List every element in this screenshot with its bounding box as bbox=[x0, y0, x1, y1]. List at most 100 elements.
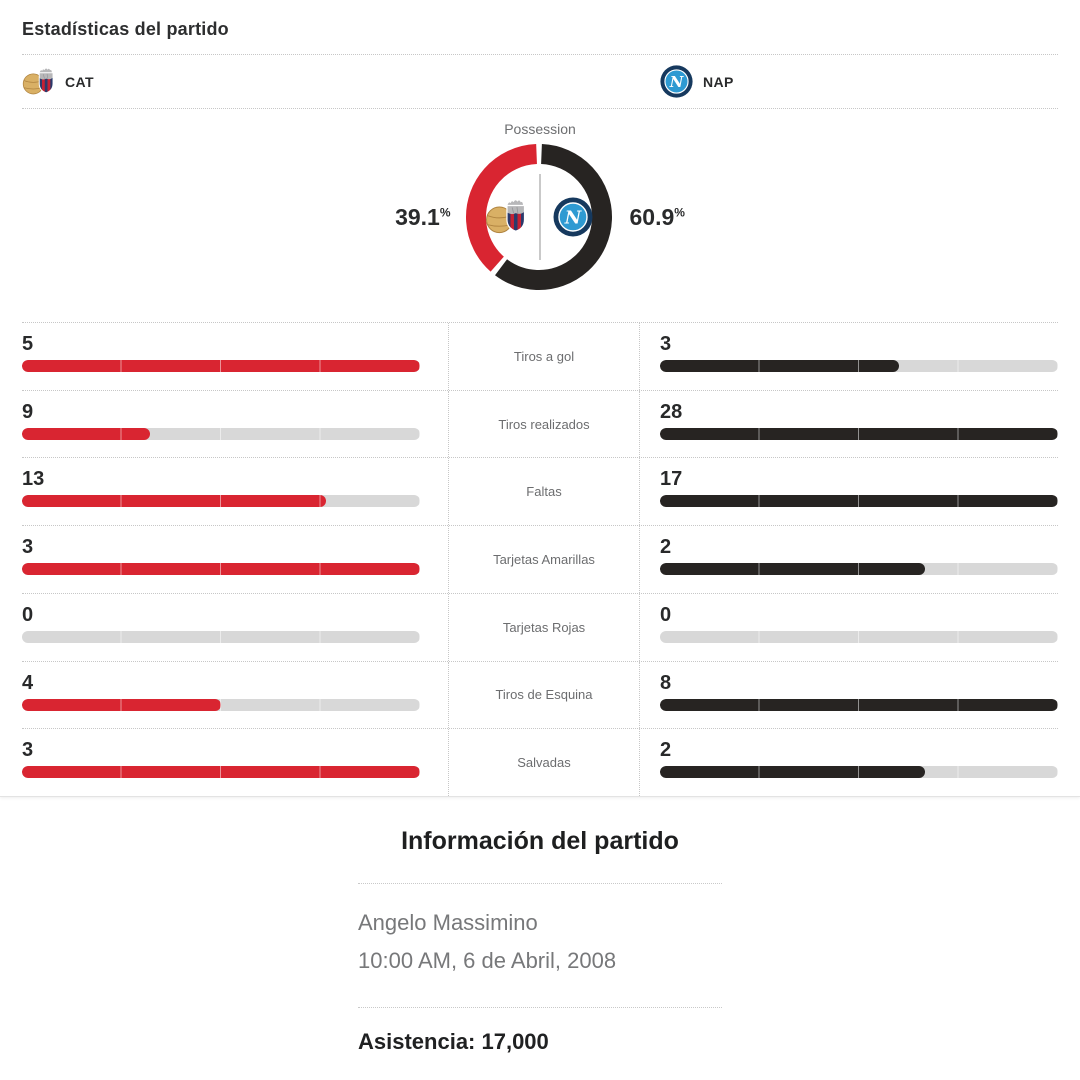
home-stat-cell: 4 bbox=[22, 662, 420, 729]
stats-table: 5 Tiros a gol 3 9 bbox=[0, 322, 1080, 797]
stat-row: 3 Tarjetas Amarillas 2 bbox=[22, 525, 1058, 593]
home-team[interactable]: CAT bbox=[22, 66, 94, 97]
info-divider-bottom bbox=[358, 1007, 722, 1008]
venue-block: Angelo Massimino 10:00 AM, 6 de Abril, 2… bbox=[358, 904, 722, 980]
stat-row: 9 Tiros realizados 28 bbox=[22, 389, 1058, 458]
away-stat-bar bbox=[660, 495, 1058, 508]
possession-donut: N bbox=[464, 142, 614, 292]
home-stat-cell: 0 bbox=[22, 594, 420, 661]
stat-label: Salvadas bbox=[448, 729, 640, 797]
napoli-crest-icon: N bbox=[660, 65, 693, 98]
stat-row: 0 Tarjetas Rojas 0 bbox=[22, 592, 1058, 661]
svg-text:N: N bbox=[563, 208, 582, 229]
home-stat-cell: 3 bbox=[22, 526, 420, 593]
away-stat-cell: 3 bbox=[660, 323, 1058, 390]
stat-row: 13 Faltas 17 bbox=[22, 457, 1058, 526]
away-team-abbr: NAP bbox=[703, 73, 734, 90]
stat-label: Faltas bbox=[448, 458, 640, 526]
stat-row: 4 Tiros de Esquina 8 bbox=[22, 660, 1058, 729]
match-stats-card: Estadísticas del partido CAT N NAP bbox=[0, 19, 1080, 797]
away-stat-cell: 2 bbox=[660, 729, 1058, 796]
home-stat-value: 0 bbox=[22, 603, 34, 626]
attendance: Asistencia: 17,000 bbox=[358, 1029, 549, 1054]
stat-label: Tiros de Esquina bbox=[448, 661, 640, 729]
away-stat-cell: 17 bbox=[660, 458, 1058, 525]
away-stat-value: 3 bbox=[660, 333, 672, 355]
info-divider-top bbox=[358, 883, 722, 884]
stat-label: Tarjetas Rojas bbox=[448, 593, 640, 661]
donut-center-logos: N bbox=[464, 142, 614, 292]
away-stat-value: 17 bbox=[660, 468, 683, 491]
stat-row: 3 Salvadas 2 bbox=[22, 728, 1058, 797]
away-stat-bar bbox=[660, 698, 1058, 711]
bar-quarter-ticks bbox=[22, 563, 420, 576]
home-stat-value: 9 bbox=[22, 400, 34, 423]
stat-row: 5 Tiros a gol 3 bbox=[22, 322, 1058, 390]
away-stat-bar bbox=[660, 630, 1058, 643]
stat-label: Tiros realizados bbox=[448, 390, 640, 458]
away-stat-cell: 8 bbox=[660, 662, 1058, 729]
match-info-title: Información del partido bbox=[401, 827, 679, 855]
bar-quarter-ticks bbox=[22, 698, 420, 711]
away-possession-pct: 60.9% bbox=[629, 203, 685, 230]
home-stat-cell: 13 bbox=[22, 458, 420, 525]
bar-quarter-ticks bbox=[22, 630, 420, 643]
napoli-crest-icon: N bbox=[553, 197, 593, 237]
bar-quarter-ticks bbox=[660, 563, 1058, 576]
bar-quarter-ticks bbox=[660, 630, 1058, 643]
bar-quarter-ticks bbox=[22, 495, 420, 508]
home-stat-bar bbox=[22, 766, 420, 779]
away-stat-value: 28 bbox=[660, 400, 683, 423]
catania-crest-icon bbox=[485, 197, 527, 237]
home-stat-value: 13 bbox=[22, 468, 45, 491]
away-stat-value: 8 bbox=[660, 671, 672, 694]
possession-title: Possession bbox=[504, 121, 576, 137]
away-stat-value: 2 bbox=[660, 536, 672, 559]
away-stat-cell: 2 bbox=[660, 526, 1058, 593]
match-info-box: Información del partido Angelo Massimino… bbox=[358, 827, 722, 1055]
away-stat-bar bbox=[660, 563, 1058, 576]
match-datetime: 10:00 AM, 6 de Abril, 2008 bbox=[358, 948, 617, 973]
home-stat-value: 4 bbox=[22, 671, 34, 694]
bar-quarter-ticks bbox=[660, 427, 1058, 440]
home-stat-bar bbox=[22, 630, 420, 643]
away-stat-value: 2 bbox=[660, 739, 672, 762]
center-divider bbox=[538, 174, 541, 260]
away-stat-bar bbox=[660, 766, 1058, 779]
home-stat-cell: 5 bbox=[22, 323, 420, 390]
away-stat-bar bbox=[660, 360, 1058, 372]
bar-quarter-ticks bbox=[660, 766, 1058, 779]
away-team[interactable]: N NAP bbox=[660, 65, 734, 98]
catania-crest-icon bbox=[22, 66, 55, 97]
home-stat-bar bbox=[22, 563, 420, 576]
possession-donut-row: 39.1% bbox=[395, 142, 685, 292]
home-stat-value: 5 bbox=[22, 333, 34, 355]
venue-name: Angelo Massimino bbox=[358, 910, 538, 935]
away-stat-value: 0 bbox=[660, 603, 672, 626]
bar-quarter-ticks bbox=[22, 427, 420, 440]
home-possession-pct: 39.1% bbox=[395, 203, 451, 230]
match-info-section: Información del partido Angelo Massimino… bbox=[0, 797, 1080, 1080]
home-stat-bar bbox=[22, 360, 420, 372]
stat-label: Tarjetas Amarillas bbox=[448, 526, 640, 593]
stats-title: Estadísticas del partido bbox=[22, 19, 229, 39]
home-stat-value: 3 bbox=[22, 536, 34, 559]
bar-quarter-ticks bbox=[660, 360, 1058, 372]
away-stat-cell: 28 bbox=[660, 391, 1058, 458]
possession-section: Possession 39.1% bbox=[0, 109, 1080, 322]
away-stat-cell: 0 bbox=[660, 594, 1058, 661]
home-stat-bar bbox=[22, 698, 420, 711]
bar-quarter-ticks bbox=[22, 360, 420, 372]
bar-quarter-ticks bbox=[22, 766, 420, 779]
away-stat-bar bbox=[660, 427, 1058, 440]
bar-quarter-ticks bbox=[660, 698, 1058, 711]
home-team-abbr: CAT bbox=[65, 73, 94, 90]
team-header-row: CAT N NAP bbox=[22, 54, 1058, 109]
home-stat-bar bbox=[22, 495, 420, 508]
home-stat-cell: 3 bbox=[22, 729, 420, 796]
bar-quarter-ticks bbox=[660, 495, 1058, 508]
home-stat-bar bbox=[22, 427, 420, 440]
home-stat-value: 3 bbox=[22, 739, 34, 762]
svg-text:N: N bbox=[669, 73, 685, 91]
possession-donut-chart bbox=[465, 143, 612, 290]
